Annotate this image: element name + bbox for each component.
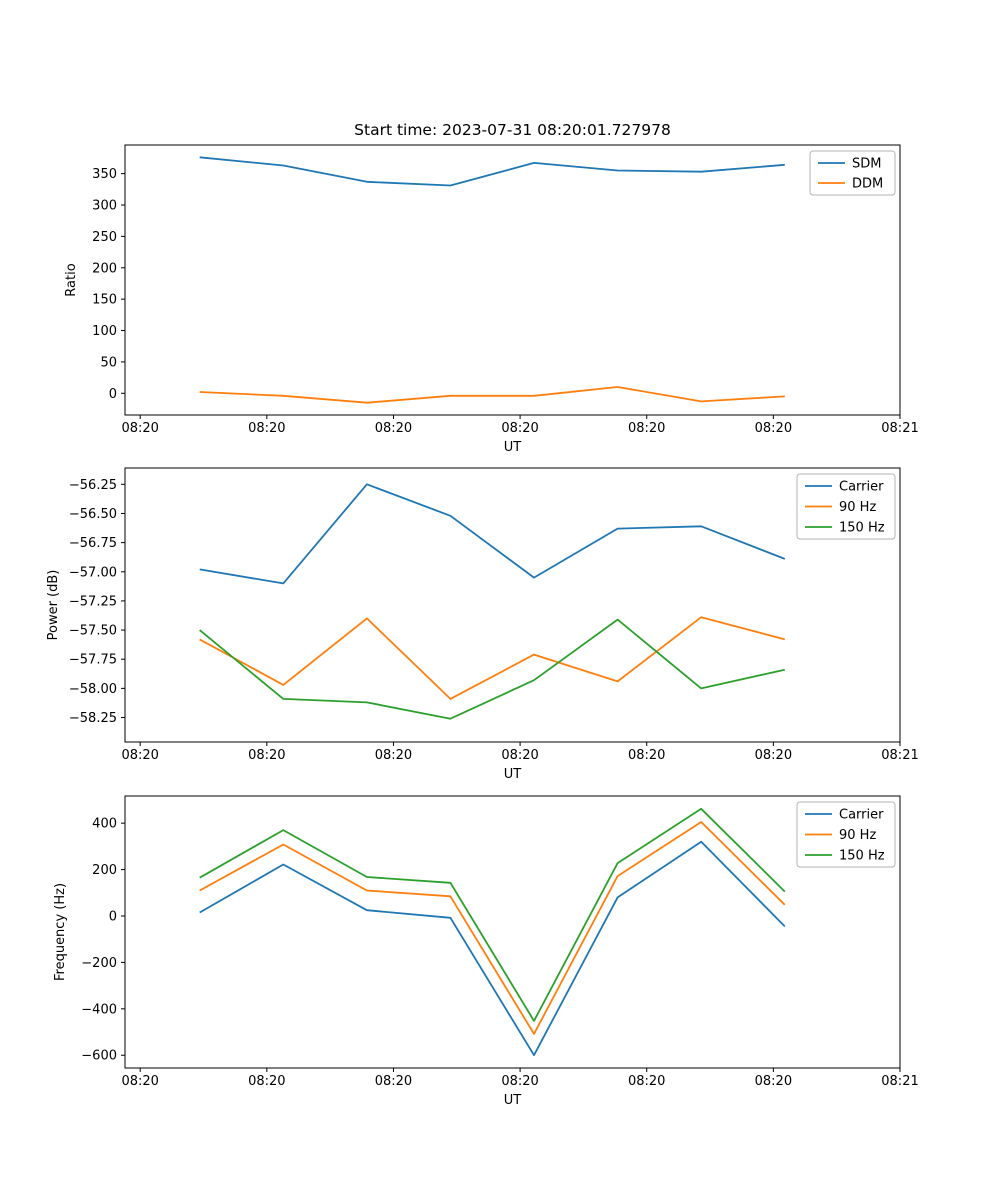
series-line-90-hz — [199, 821, 786, 1035]
x-tick-label: 08:20 — [755, 421, 792, 436]
series-line-carrier — [199, 840, 786, 1057]
axis-xlabel: UT — [504, 1093, 522, 1108]
legend: Carrier 90 Hz 150 Hz — [796, 473, 896, 540]
legend-label: 90 Hz — [839, 828, 876, 843]
axis-xlabel: UT — [504, 767, 522, 782]
legend-label: 90 Hz — [839, 500, 876, 515]
x-tick-label: 08:20 — [248, 1074, 285, 1089]
legend-box — [796, 473, 896, 540]
legend-label: SDM — [852, 157, 881, 172]
x-tick-label: 08:20 — [248, 421, 285, 436]
y-tick-label: −58.25 — [69, 711, 117, 726]
y-tick-label: 150 — [92, 293, 117, 308]
y-tick-label: −57.25 — [69, 594, 117, 609]
legend-label: Carrier — [839, 480, 884, 495]
axis-ylabel: Ratio — [64, 263, 79, 296]
series-line-carrier — [199, 483, 786, 585]
x-tick-label: 08:20 — [628, 748, 665, 763]
x-tick-label: 08:20 — [501, 1074, 538, 1089]
y-tick-label: 350 — [92, 167, 117, 182]
y-tick-label: 200 — [92, 261, 117, 276]
y-tick-label: 200 — [92, 863, 117, 878]
legend-label: 150 Hz — [839, 849, 885, 864]
axis-xlabel: UT — [504, 440, 522, 455]
series-line-150-hz — [199, 807, 786, 1022]
series-line-90-hz — [199, 616, 786, 700]
x-tick-label: 08:20 — [375, 421, 412, 436]
x-tick-label: 08:21 — [881, 1074, 918, 1089]
x-tick-label: 08:20 — [501, 421, 538, 436]
y-tick-label: 100 — [92, 324, 117, 339]
x-tick-label: 08:20 — [121, 421, 158, 436]
axes-spine — [124, 795, 901, 1069]
x-tick-label: 08:20 — [121, 748, 158, 763]
y-tick-label: −57.50 — [69, 624, 117, 639]
x-tick-label: 08:20 — [375, 1074, 412, 1089]
series-line-150-hz — [199, 618, 785, 720]
x-tick-label: 08:21 — [881, 748, 918, 763]
legend-box — [796, 801, 896, 868]
y-tick-label: 0 — [109, 909, 117, 924]
x-tick-label: 08:20 — [375, 748, 412, 763]
x-tick-label: 08:20 — [628, 421, 665, 436]
figure-title: Start time: 2023-07-31 08:20:01.727978 — [354, 121, 671, 139]
y-tick-label: 50 — [100, 355, 117, 370]
y-tick-label: 300 — [92, 199, 117, 214]
y-tick-label: −200 — [81, 956, 117, 971]
axes-3: 08:20 08:20 08:20 08:20 08:20 08:20 08:21 400 20… — [53, 795, 919, 1108]
y-tick-label: −57.75 — [69, 653, 117, 668]
legend-label: 150 Hz — [839, 521, 885, 536]
x-tick-label: 08:21 — [881, 421, 918, 436]
y-tick-label: −56.75 — [69, 536, 117, 551]
legend-label: Carrier — [839, 808, 884, 823]
legend-label: DDM — [852, 177, 883, 192]
axes-spine — [124, 467, 901, 743]
x-tick-label: 08:20 — [755, 748, 792, 763]
series-line-sdm — [199, 156, 785, 187]
y-tick-label: −56.50 — [69, 507, 117, 522]
legend: SDM DDM — [809, 150, 896, 196]
y-tick-label: −56.25 — [69, 478, 117, 493]
y-tick-label: 250 — [92, 230, 117, 245]
x-tick-label: 08:20 — [121, 1074, 158, 1089]
series-line-ddm — [199, 386, 785, 404]
axes-2: 08:20 08:20 08:20 08:20 08:20 08:20 08:21 −56.2… — [46, 467, 919, 782]
y-tick-label: −57.00 — [69, 565, 117, 580]
y-tick-label: −600 — [81, 1049, 117, 1064]
y-tick-label: −58.00 — [69, 682, 117, 697]
x-tick-label: 08:20 — [755, 1074, 792, 1089]
axis-ylabel: Power (dB) — [46, 570, 61, 641]
y-tick-label: 400 — [92, 817, 117, 832]
axis-ylabel: Frequency (Hz) — [53, 883, 68, 981]
legend: Carrier 90 Hz 150 Hz — [796, 801, 896, 868]
axes-spine — [124, 144, 901, 416]
y-tick-label: −400 — [81, 1002, 117, 1017]
legend-box — [809, 150, 896, 196]
axes-1: 08:20 08:20 08:20 08:20 08:20 08:20 08:21 0 50 10… — [64, 144, 919, 455]
x-tick-label: 08:20 — [501, 748, 538, 763]
y-tick-label: 0 — [109, 387, 117, 402]
x-tick-label: 08:20 — [248, 748, 285, 763]
x-tick-label: 08:20 — [628, 1074, 665, 1089]
